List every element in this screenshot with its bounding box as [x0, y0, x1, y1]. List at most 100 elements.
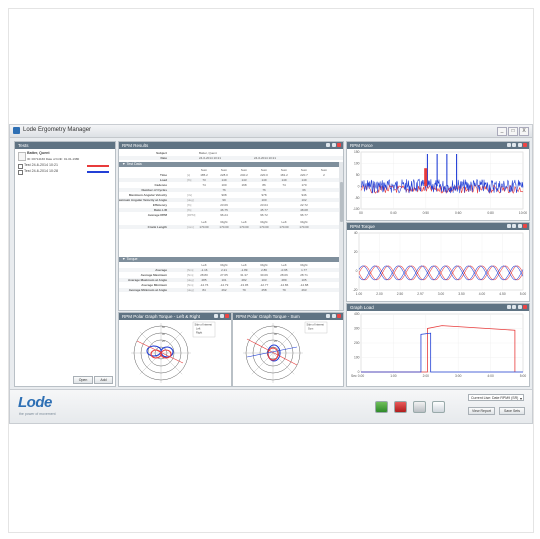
- footer-bar: Lode the power of movement Current Lise:…: [10, 389, 532, 423]
- crank-length-row-value: 170.00: [239, 225, 249, 229]
- minimize-button[interactable]: _: [497, 127, 507, 136]
- polar-sum-panel: RPM Polar Graph Torque - Sum 20 40 60 Side …: [232, 312, 344, 387]
- torque-close-icon[interactable]: [523, 224, 527, 228]
- crank-header-row-value: Left: [241, 220, 247, 224]
- polar-lr-close-icon[interactable]: [225, 314, 229, 318]
- torque-row-value: 31.37: [240, 273, 248, 277]
- torque-row-value: 27.65: [220, 273, 228, 277]
- force-x-tick: 0:40: [390, 211, 397, 215]
- load-zoom-icon[interactable]: [512, 305, 516, 309]
- polar-sum-axis-line: [246, 346, 298, 358]
- polar-sum-settings-icon[interactable]: [331, 314, 336, 318]
- pdf-icon[interactable]: [394, 401, 407, 413]
- force-x-tick: 0:60: [455, 211, 462, 215]
- close-button[interactable]: X: [519, 127, 529, 136]
- add-button[interactable]: Add: [94, 376, 113, 384]
- subject-name[interactable]: Batter, Quent: [27, 151, 50, 155]
- test-data-row: Cadence 74 100 168 86 74 170: [119, 183, 343, 187]
- test-2-checkbox[interactable]: [18, 170, 23, 175]
- results-export-icon[interactable]: [326, 143, 330, 147]
- crank-length-row-value: 170.00: [299, 225, 309, 229]
- tests-panel: Tests Batter, Quent ID: 00714166 Date of…: [14, 141, 116, 387]
- polar-lr-settings-icon[interactable]: [219, 314, 224, 318]
- polar-lr-controls: [214, 314, 229, 318]
- monitor-icon[interactable]: [432, 401, 445, 413]
- polar-lr-axis-line: [136, 340, 184, 364]
- test-1-checkbox[interactable]: [18, 164, 23, 169]
- excel-icon[interactable]: [375, 401, 388, 413]
- force-header: RPM Force: [347, 142, 529, 149]
- layout-select-value: Current Lise: Date RPM9 (SR): [471, 396, 519, 400]
- torque-row-value: 28.71: [300, 273, 308, 277]
- polar-lr-legend-item: Left: [196, 327, 201, 331]
- polar-sum-close-icon[interactable]: [337, 314, 341, 318]
- torque-header-row-value: Right: [220, 263, 228, 267]
- force-zoom-icon[interactable]: [512, 143, 516, 147]
- force-chart[interactable]: 00 0:40 0:50 0:60 0:80 10:00 150 100 50 0 -50 -100: [347, 149, 529, 220]
- crank-length-row-value: 170.00: [219, 225, 229, 229]
- test-data-row: Average RPM [RPM] 96.24 96.72 96.77: [119, 213, 343, 217]
- test-1-label[interactable]: Test 24-6-2014 10:21: [24, 163, 58, 167]
- test-data-row-label: Average RPM: [147, 213, 167, 217]
- view-report-button[interactable]: View Report: [468, 407, 495, 415]
- print-icon[interactable]: [413, 401, 426, 413]
- subject-meta: ID: 00714166 Date of birth: 01-01-1980: [27, 157, 80, 161]
- test-data-row-value: 96.72: [260, 213, 268, 217]
- load-header: Graph Load: [347, 304, 529, 311]
- test-data-row-unit: [s]: [187, 173, 191, 177]
- open-button[interactable]: Open: [73, 376, 93, 384]
- force-export-icon[interactable]: [506, 143, 511, 147]
- test-data-row-value: 220.0: [260, 173, 268, 177]
- torque-export-icon[interactable]: [506, 224, 511, 228]
- load-close-icon[interactable]: [523, 305, 527, 309]
- date-label: Date: [160, 156, 167, 160]
- results-scrollbar[interactable]: [339, 162, 343, 310]
- test-data-row-value: 76: [222, 188, 226, 192]
- torque-row: Average Maximum at Angle [deg] 285 101 282 10…: [119, 278, 343, 283]
- torque-zoom-icon[interactable]: [512, 224, 516, 228]
- polar-sum-export-icon[interactable]: [326, 314, 330, 318]
- torque-row-unit: [Nm]: [187, 268, 194, 272]
- results-settings-icon[interactable]: [331, 143, 336, 147]
- test-data-row-value: 23.04: [260, 203, 268, 207]
- polar-sum-radius-label: 20: [274, 339, 277, 343]
- maximize-button[interactable]: □: [508, 127, 518, 136]
- torque-row-value: 28.06: [280, 273, 288, 277]
- load-export-icon[interactable]: [506, 305, 511, 309]
- torque-title: Torque: [126, 257, 138, 261]
- crank-length-row-unit: [mm]: [187, 225, 194, 229]
- test-2-label[interactable]: Test 24-6-2014 10:28: [24, 169, 58, 173]
- torque-settings-icon[interactable]: [517, 224, 522, 228]
- torque-row-label: Average Minimum at Angle: [128, 288, 167, 292]
- layout-select[interactable]: Current Lise: Date RPM9 (SR) ▾: [468, 394, 524, 401]
- test-data-row-value: 22.72: [300, 203, 308, 207]
- results-close-icon[interactable]: [337, 143, 341, 147]
- test-data-row: Ratio L/R [%] 46.75 45.77 48.08: [119, 208, 343, 213]
- save-sets-button[interactable]: Save Sets: [499, 407, 525, 415]
- load-y-tick: 100: [354, 356, 360, 360]
- test-data-row: Efficiency [%] 23.09 23.04 22.72: [119, 203, 343, 207]
- test-data-row: Time [s] 185.2 228.0 240.2 220.0 181.2 220.7 2: [119, 173, 343, 177]
- force-settings-icon[interactable]: [517, 143, 522, 147]
- crank-length-row-value: 170.00: [259, 225, 269, 229]
- force-plot-area: [360, 151, 524, 210]
- test-data-row-value: 149: [261, 178, 267, 182]
- results-scrollbar-thumb[interactable]: [339, 182, 343, 222]
- force-close-icon[interactable]: [523, 143, 527, 147]
- application-window: Lode Ergometry Manager _ □ X Tests Batte…: [9, 124, 533, 424]
- test-data-row-value: 76: [262, 188, 266, 192]
- force-x-tick: 0:50: [423, 211, 430, 215]
- torque-x-tick: 3.00: [438, 292, 445, 296]
- test-data-row-unit: [%]: [187, 203, 192, 207]
- torque-chart[interactable]: 1.00 2.00 2.50 2.97 3.00 3.50 4.00 4.50 5.00 40 20…: [347, 230, 529, 301]
- torque-row-value: 79: [242, 288, 246, 292]
- test-data-row-value: 946: [301, 193, 307, 197]
- test-data-section-header[interactable]: ▼ Test Data: [119, 162, 343, 167]
- load-settings-icon[interactable]: [517, 305, 522, 309]
- polar-lr-export-icon[interactable]: [214, 314, 218, 318]
- torque-section-header[interactable]: ▼ Torque: [119, 257, 343, 262]
- test-data-row-value: 48.08: [300, 208, 308, 212]
